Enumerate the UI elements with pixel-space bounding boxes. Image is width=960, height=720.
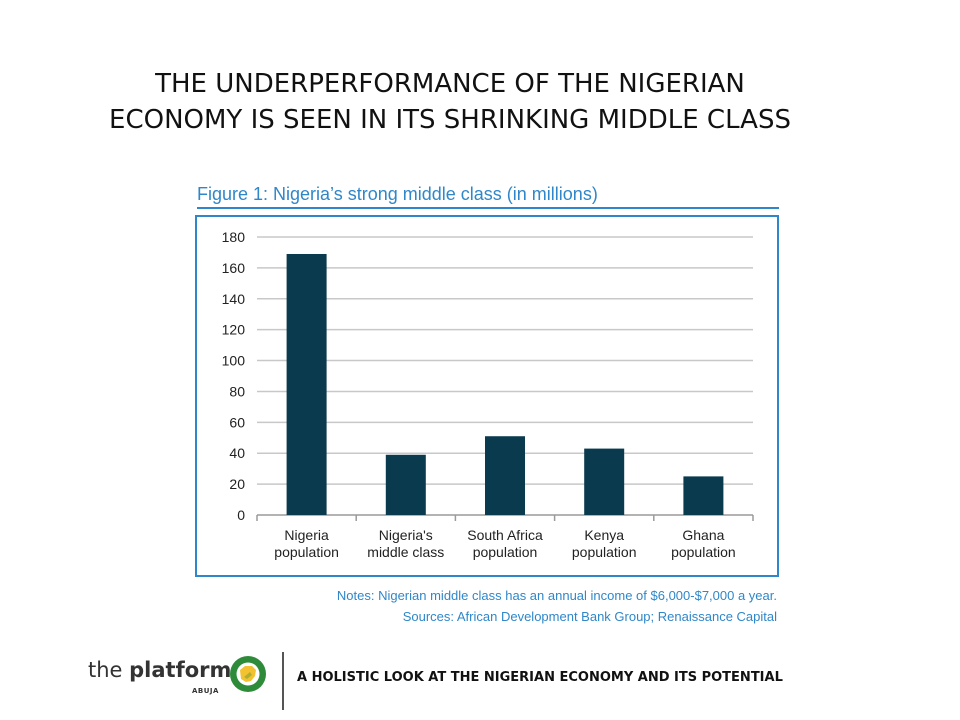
y-tick-label: 140 <box>222 291 246 307</box>
logo-word-platform: platform <box>129 658 232 682</box>
chart-sources: Sources: African Development Bank Group;… <box>402 609 777 624</box>
x-tick-label-line: population <box>671 544 736 560</box>
y-tick-labels: 0 20 40 60 80 100 120 140 160 180 <box>222 229 246 523</box>
y-tick-label: 100 <box>222 353 246 369</box>
x-tick-label: Kenya population <box>572 527 637 560</box>
y-tick-label: 120 <box>222 322 246 338</box>
y-tick-label: 160 <box>222 260 246 276</box>
nigeria-map-ring-icon <box>230 656 266 692</box>
slide-title-line-1: THE UNDERPERFORMANCE OF THE NIGERIAN <box>155 69 745 99</box>
x-tick-label-line: population <box>473 544 538 560</box>
footer-divider <box>282 652 284 710</box>
bars <box>286 253 724 515</box>
slide-title-line-2: ECONOMY IS SEEN IN ITS SHRINKING MIDDLE … <box>109 105 791 135</box>
y-tick-label: 80 <box>229 383 245 399</box>
y-tick-label: 60 <box>229 414 245 430</box>
x-tick-label-line: Nigeria <box>284 527 329 543</box>
logo-word-the: the <box>88 658 130 682</box>
x-tick-label: Nigeria's middle class <box>367 527 444 560</box>
y-tick-label: 20 <box>229 476 245 492</box>
grid-lines <box>257 236 753 485</box>
x-tick-label-line: population <box>572 544 637 560</box>
x-tick-label-line: middle class <box>367 544 444 560</box>
chart-title-rule <box>197 207 779 209</box>
chart-frame <box>195 215 779 577</box>
bar <box>385 454 426 515</box>
bar <box>286 253 327 515</box>
x-tick-label: South Africa population <box>467 527 543 560</box>
footer-tagline: A HOLISTIC LOOK AT THE NIGERIAN ECONOMY … <box>297 670 783 685</box>
chart-note: Notes: Nigerian middle class has an annu… <box>336 588 777 603</box>
platform-logo: the platform ABUJA <box>88 654 278 704</box>
slide-title: THE UNDERPERFORMANCE OF THE NIGERIAN ECO… <box>0 66 900 138</box>
x-tick-label-line: Kenya <box>584 527 624 543</box>
y-tick-label: 40 <box>229 445 245 461</box>
y-tick-label: 0 <box>237 507 245 523</box>
x-tick-label-line: population <box>274 544 339 560</box>
x-tick-label: Nigeria population <box>274 527 339 560</box>
bar <box>683 476 724 515</box>
chart-title: Figure 1: Nigeria’s strong middle class … <box>197 184 598 204</box>
bar <box>584 448 625 515</box>
logo-subtitle: ABUJA <box>192 687 219 695</box>
x-tick-label-line: Nigeria's <box>379 527 433 543</box>
logo-wordmark: the platform <box>88 658 231 682</box>
bar <box>485 436 525 515</box>
x-tick-label-line: South Africa <box>467 527 543 543</box>
x-tick-label-line: Ghana <box>682 527 724 543</box>
y-tick-label: 180 <box>222 229 246 245</box>
x-tick-label: Ghana population <box>671 527 736 560</box>
